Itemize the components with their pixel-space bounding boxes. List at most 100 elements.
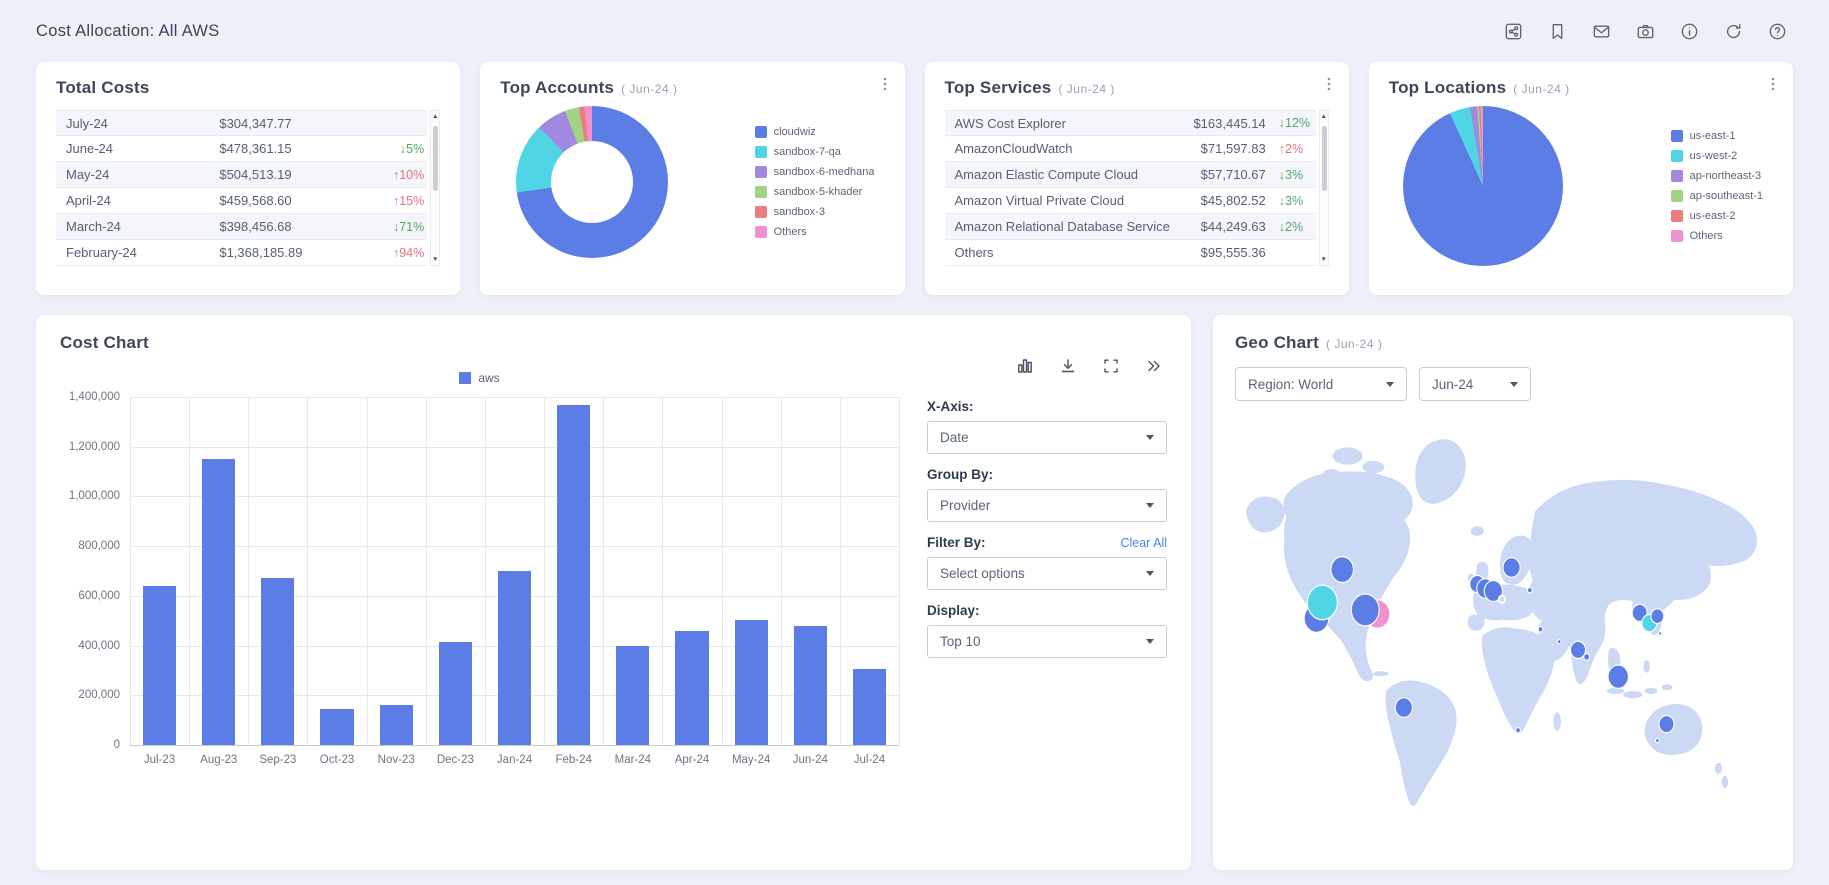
- kebab-menu-icon[interactable]: [1321, 76, 1337, 92]
- help-icon[interactable]: [1768, 22, 1787, 41]
- scroll-down-icon[interactable]: ▼: [432, 256, 439, 263]
- chart-type-icon[interactable]: [1016, 357, 1034, 375]
- legend-item[interactable]: sandbox-5-khader: [754, 186, 875, 198]
- service-cell: Others: [954, 245, 994, 260]
- bar-Jun-24[interactable]: [793, 626, 827, 745]
- scroll-up-icon[interactable]: ▲: [432, 113, 439, 120]
- table-row: Amazon Elastic Compute Cloud $57,710.67 …: [944, 162, 1316, 188]
- legend-item[interactable]: Others: [754, 226, 875, 238]
- geo-bubble-tel-aviv[interactable]: [1537, 625, 1544, 633]
- legend-item[interactable]: sandbox-7-qa: [754, 146, 875, 158]
- collapse-icon[interactable]: [1145, 357, 1163, 375]
- amount-cell: $1,368,185.89: [219, 245, 303, 260]
- geo-bubble-mumbai[interactable]: [1570, 640, 1587, 660]
- bar-Nov-23[interactable]: [379, 705, 413, 745]
- cost-chart-area[interactable]: aws 1,400,000 1,200,000 1,000,000 800,000 60…: [60, 355, 900, 766]
- info-icon[interactable]: [1680, 22, 1699, 41]
- month-select[interactable]: Jun-24: [1419, 367, 1531, 401]
- geo-bubble-canada[interactable]: [1330, 556, 1354, 584]
- scroll-thumb[interactable]: [1321, 126, 1327, 191]
- legend-item[interactable]: cloudwiz: [754, 126, 875, 138]
- geo-bubble-cape-town[interactable]: [1515, 726, 1521, 734]
- bar-plot[interactable]: [130, 397, 900, 746]
- region-select[interactable]: Region: World: [1235, 367, 1407, 401]
- bar-Feb-24[interactable]: [557, 404, 591, 745]
- legend-swatch: [1670, 150, 1683, 162]
- geo-bubble-moscow[interactable]: [1526, 586, 1533, 594]
- clear-all-link[interactable]: Clear All: [1120, 536, 1167, 550]
- cost-chart-legend[interactable]: aws: [60, 371, 899, 385]
- bar-cell: [603, 397, 662, 745]
- top-services-scrollbar[interactable]: ▲ ▼: [1318, 110, 1329, 266]
- top-accounts-donut-chart[interactable]: [516, 106, 669, 258]
- kebab-menu-icon[interactable]: [877, 76, 893, 92]
- geo-bubble-tokyo[interactable]: [1650, 608, 1665, 625]
- geo-map[interactable]: [1235, 413, 1771, 825]
- legend-item[interactable]: ap-southeast-1: [1670, 190, 1763, 202]
- bar-Oct-23[interactable]: [320, 708, 354, 745]
- kebab-menu-icon[interactable]: [1765, 76, 1781, 92]
- geo-bubble-paris-ring[interactable]: [1497, 594, 1506, 604]
- geo-bubble-melbourne[interactable]: [1654, 737, 1660, 744]
- legend-item[interactable]: ap-northeast-3: [1670, 170, 1763, 182]
- legend-swatch: [459, 372, 472, 384]
- legend-label: sandbox-6-medhana: [773, 166, 875, 178]
- display-label: Display:: [927, 603, 980, 618]
- bar-Jan-24[interactable]: [497, 571, 532, 745]
- chevron-down-icon: [1510, 381, 1518, 387]
- legend-label: Others: [773, 226, 807, 238]
- download-icon[interactable]: [1059, 357, 1077, 375]
- month-cell: April-24: [66, 193, 111, 208]
- x-axis-select[interactable]: Date: [927, 421, 1167, 454]
- y-tick-label: 1,400,000: [68, 391, 120, 403]
- geo-bubble-sydney[interactable]: [1658, 714, 1675, 734]
- bar-Jul-23[interactable]: [143, 585, 177, 745]
- change-cell: ↓3%: [1278, 167, 1304, 182]
- bar-Mar-24[interactable]: [616, 645, 650, 745]
- legend-item[interactable]: us-east-2: [1670, 210, 1763, 222]
- filter-by-select[interactable]: Select options: [927, 557, 1167, 590]
- chevron-down-icon: [1146, 435, 1154, 440]
- scroll-down-icon[interactable]: ▼: [1320, 256, 1327, 263]
- refresh-icon[interactable]: [1724, 22, 1743, 41]
- service-cell: AWS Cost Explorer: [954, 115, 1067, 131]
- bar-Aug-23[interactable]: [202, 459, 236, 745]
- scroll-thumb[interactable]: [433, 126, 439, 191]
- bar-cell: [662, 397, 721, 745]
- geo-chart-title: Geo Chart: [1235, 333, 1319, 352]
- top-locations-pie-chart[interactable]: [1402, 106, 1563, 266]
- legend-item[interactable]: sandbox-3: [754, 206, 875, 218]
- bookmark-icon[interactable]: [1548, 22, 1567, 41]
- table-row: AWS Cost Explorer $163,445.14 ↓12%: [944, 110, 1316, 136]
- total-costs-scrollbar[interactable]: ▲ ▼: [430, 110, 441, 266]
- legend-item[interactable]: us-west-2: [1670, 150, 1763, 162]
- bar-Sep-23[interactable]: [261, 578, 295, 745]
- month-cell: June-24: [66, 141, 113, 156]
- geo-bubble-singapore[interactable]: [1607, 664, 1629, 689]
- mail-icon[interactable]: [1592, 22, 1611, 41]
- bar-Dec-23[interactable]: [438, 641, 472, 745]
- legend-item[interactable]: us-east-1: [1670, 130, 1763, 142]
- geo-bubble-bahrain[interactable]: [1556, 638, 1562, 645]
- display-select[interactable]: Top 10: [927, 625, 1167, 658]
- geo-bubble-stockholm[interactable]: [1502, 557, 1521, 578]
- legend-item[interactable]: Others: [1670, 230, 1763, 242]
- geo-bubble-japan-dot[interactable]: [1657, 630, 1663, 636]
- share-icon[interactable]: [1504, 22, 1523, 41]
- geo-bubble-us-west-cyan[interactable]: [1306, 584, 1338, 621]
- bar-Jul-24[interactable]: [852, 669, 886, 745]
- change-cell: ↓12%: [1278, 116, 1311, 130]
- legend-item[interactable]: sandbox-6-medhana: [754, 166, 875, 178]
- geo-bubble-sao-paulo[interactable]: [1394, 697, 1413, 719]
- bar-Apr-24[interactable]: [675, 630, 709, 745]
- group-by-select[interactable]: Provider: [927, 489, 1167, 522]
- geo-bubble-frankfurt[interactable]: [1483, 579, 1503, 603]
- fullscreen-icon[interactable]: [1102, 357, 1120, 375]
- scroll-up-icon[interactable]: ▲: [1320, 113, 1327, 120]
- geo-bubble-hyderabad[interactable]: [1583, 652, 1591, 661]
- geo-bubble-us-east-blue[interactable]: [1350, 593, 1380, 627]
- bar-May-24[interactable]: [734, 619, 768, 745]
- bar-cell: [426, 397, 485, 745]
- x-axis-value: Date: [940, 430, 969, 445]
- camera-icon[interactable]: [1636, 22, 1655, 41]
